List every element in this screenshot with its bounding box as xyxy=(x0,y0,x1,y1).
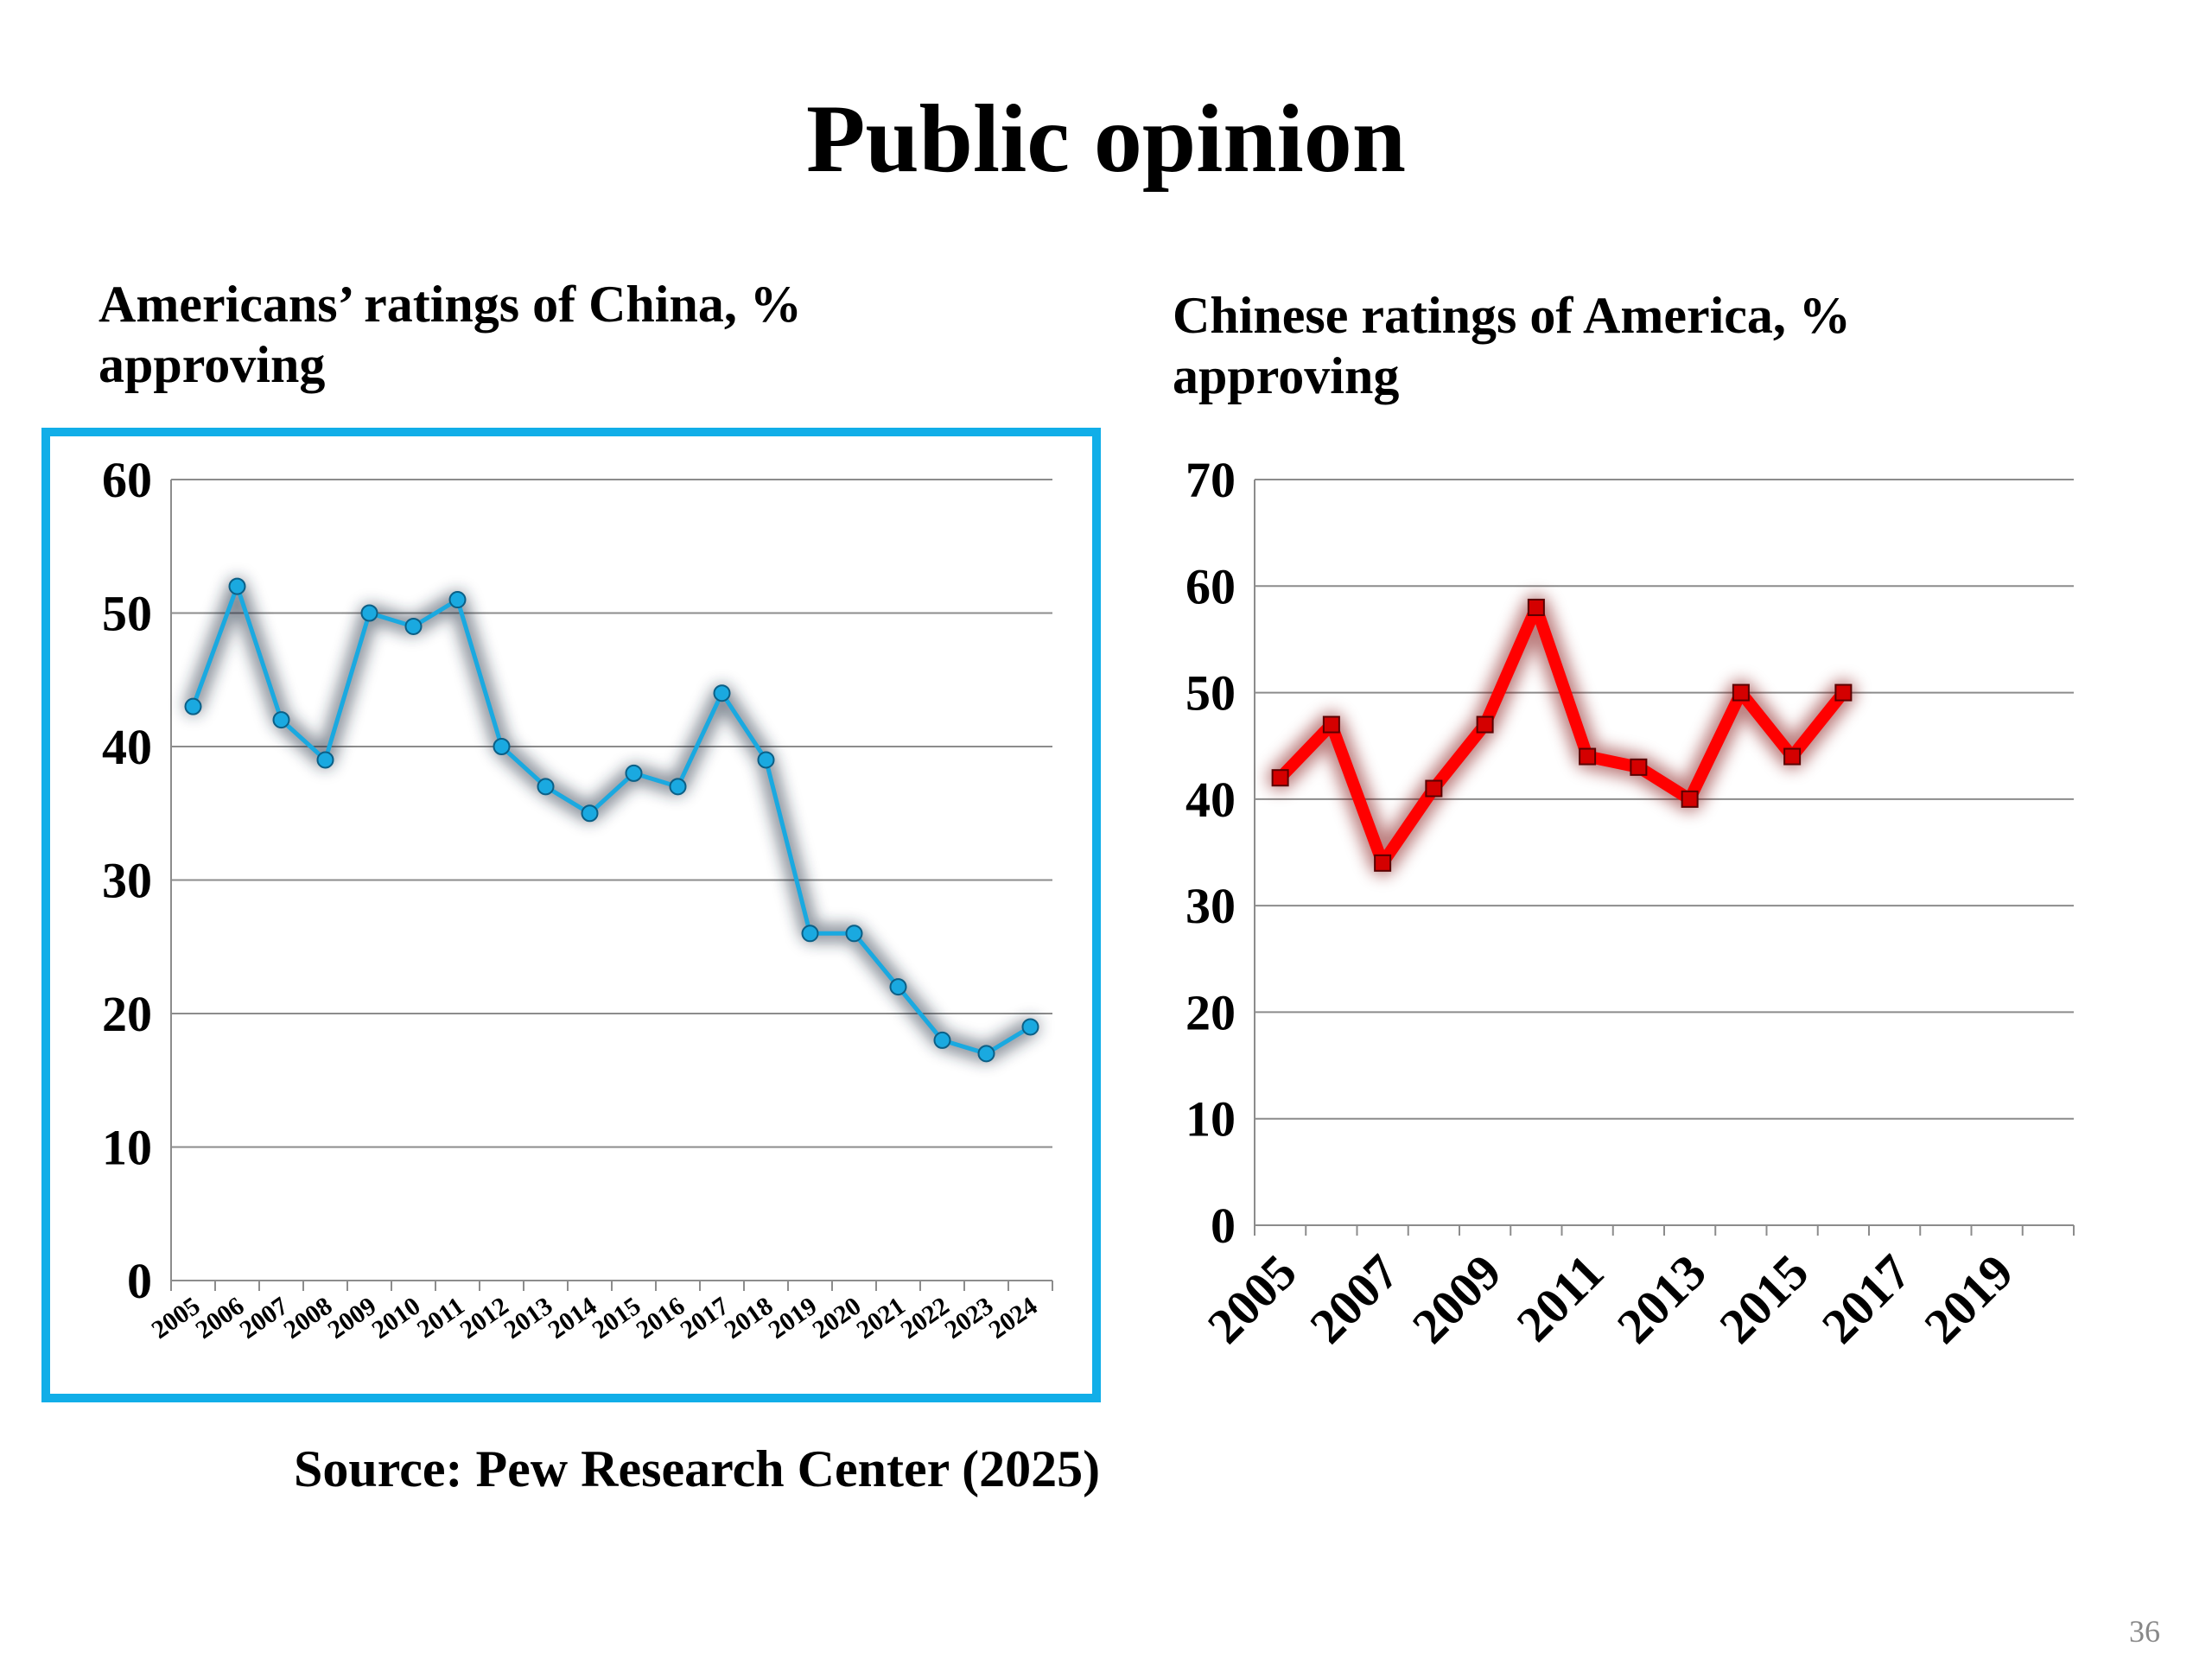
data-point xyxy=(448,591,467,609)
x-tick-label: 2007 xyxy=(1299,1243,1409,1354)
y-tick-label: 50 xyxy=(1185,665,1236,721)
y-tick-label: 70 xyxy=(1185,452,1236,508)
series-line xyxy=(1274,601,1850,869)
x-tick-label: 2009 xyxy=(1402,1243,1512,1354)
data-point xyxy=(1322,715,1340,734)
left-chart-title: Americans’ ratings of China, % approving xyxy=(99,276,802,393)
data-point xyxy=(316,751,334,769)
y-tick-label: 20 xyxy=(102,986,152,1042)
y-tick-label: 20 xyxy=(1185,984,1236,1040)
right-chart-title: Chinese ratings of America, % approving xyxy=(1173,287,1851,404)
data-point xyxy=(1630,758,1648,776)
left-chart: 0102030405060200520062007200820092010201… xyxy=(102,452,1053,1344)
y-tick-label: 30 xyxy=(102,853,152,909)
x-tick-label: 2015 xyxy=(1708,1243,1819,1354)
data-point xyxy=(360,604,378,622)
data-point xyxy=(1476,715,1494,734)
data-point xyxy=(933,1031,951,1049)
y-tick-label: 50 xyxy=(102,586,152,642)
data-point xyxy=(1021,1018,1039,1036)
data-point xyxy=(1834,683,1853,702)
y-tick-label: 10 xyxy=(1185,1091,1236,1147)
x-tick-label: 2013 xyxy=(1606,1243,1717,1354)
data-point xyxy=(889,978,907,996)
data-point xyxy=(713,684,731,702)
data-point xyxy=(1681,790,1699,808)
x-tick-label: 2019 xyxy=(1913,1243,2024,1354)
slide-title: Public opinion xyxy=(805,86,1407,193)
data-point xyxy=(537,778,555,796)
data-point xyxy=(1425,779,1443,798)
data-point xyxy=(228,577,246,595)
x-tick-label: 2005 xyxy=(1197,1243,1307,1354)
y-tick-label: 40 xyxy=(102,719,152,775)
y-tick-label: 40 xyxy=(1185,772,1236,828)
data-point xyxy=(625,764,643,782)
left-chart-frame xyxy=(41,428,1101,1402)
page-number: 36 xyxy=(2129,1614,2160,1649)
source-note: Source: Pew Research Center (2025) xyxy=(294,1440,1101,1497)
right-chart: 0102030405060702005200720092011201320152… xyxy=(1185,452,2075,1354)
data-point xyxy=(581,804,599,823)
y-tick-label: 0 xyxy=(127,1253,152,1309)
data-point xyxy=(1732,683,1750,702)
data-point xyxy=(184,697,202,715)
data-point xyxy=(757,751,775,769)
y-tick-label: 60 xyxy=(102,452,152,508)
data-point xyxy=(845,925,863,943)
y-tick-label: 0 xyxy=(1211,1198,1236,1254)
data-point xyxy=(1783,747,1802,766)
data-point xyxy=(1527,598,1545,616)
data-point xyxy=(801,925,819,943)
data-point xyxy=(669,778,687,796)
data-point xyxy=(272,711,290,729)
data-point xyxy=(977,1045,995,1063)
data-point xyxy=(493,738,511,755)
data-point xyxy=(404,617,423,635)
y-tick-label: 30 xyxy=(1185,878,1236,934)
y-tick-label: 60 xyxy=(1185,558,1236,614)
data-point xyxy=(1374,854,1392,872)
x-tick-label: 2011 xyxy=(1506,1243,1615,1352)
y-tick-label: 10 xyxy=(102,1120,152,1176)
data-point xyxy=(1579,747,1597,766)
x-tick-label: 2024 xyxy=(983,1292,1042,1344)
series-line xyxy=(191,584,1033,1056)
x-tick-label: 2017 xyxy=(1811,1243,1922,1354)
data-point xyxy=(1271,769,1289,787)
